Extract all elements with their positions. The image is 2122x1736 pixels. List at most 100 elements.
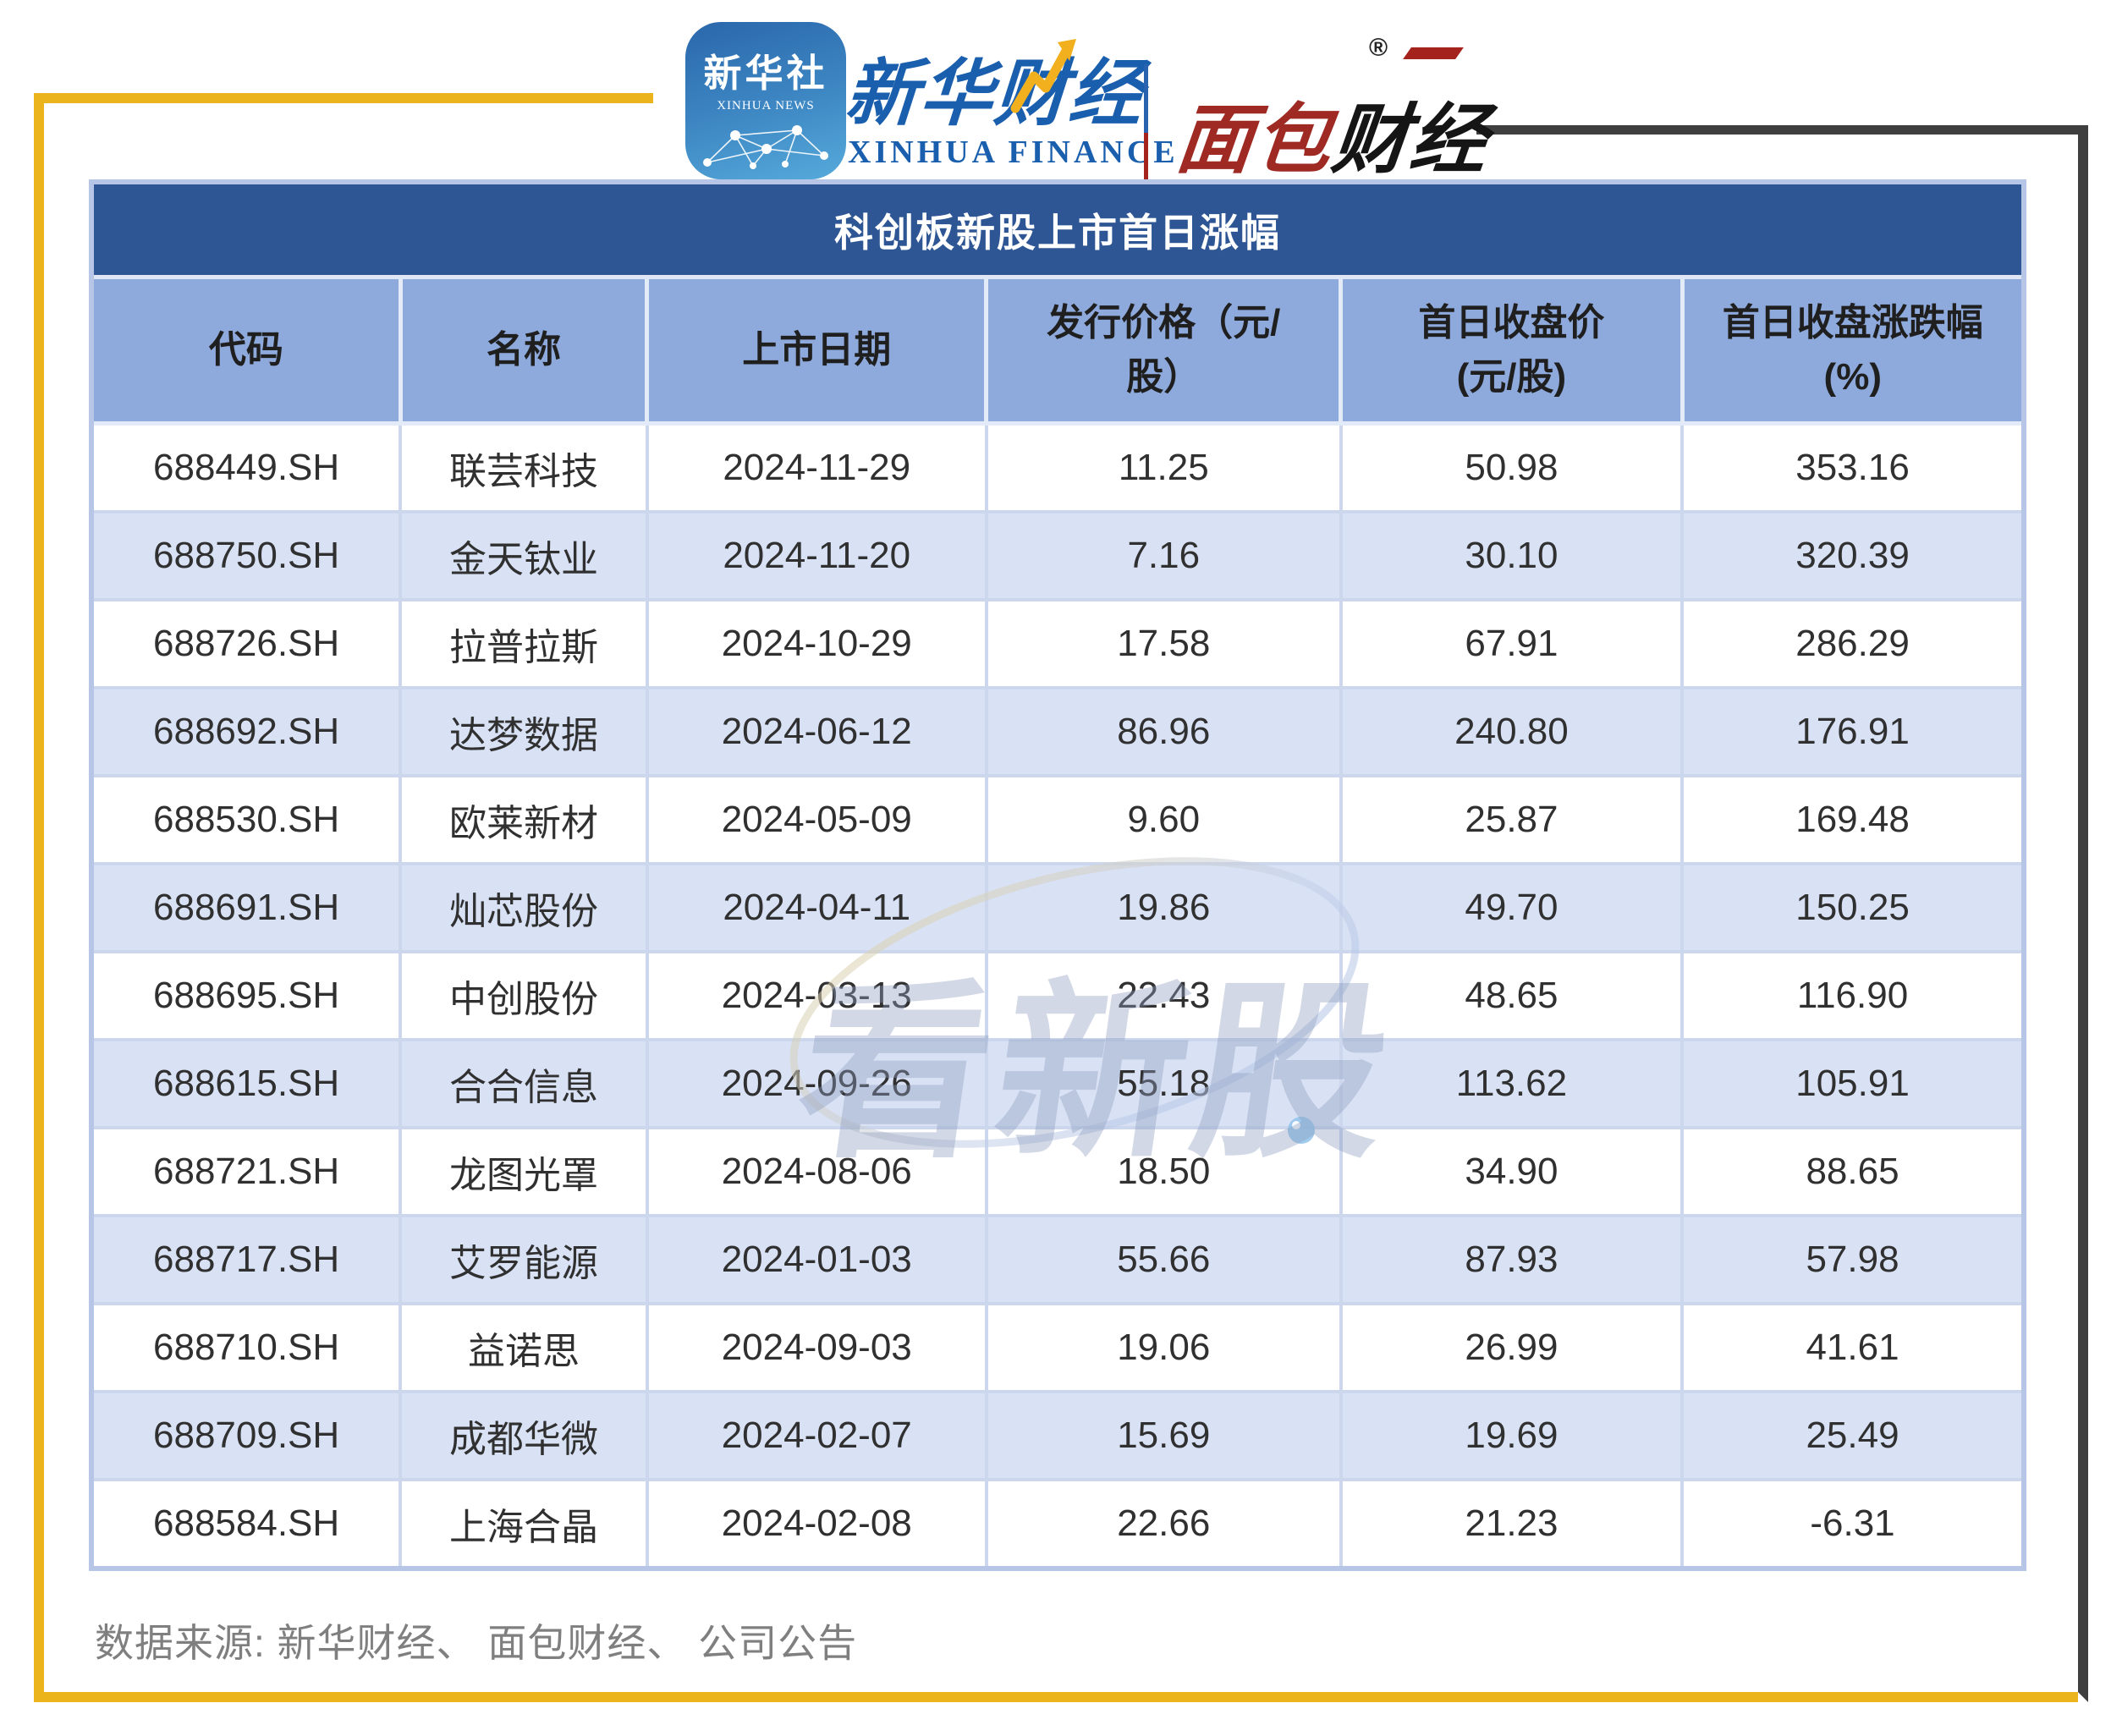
table-cell: 688726.SH bbox=[94, 598, 401, 688]
table-cell: 688695.SH bbox=[94, 950, 401, 1040]
col-header-line: 股） bbox=[1126, 356, 1201, 398]
col-header-list-date: 上市日期 bbox=[645, 279, 987, 426]
table-cell: 龙图光罩 bbox=[399, 1126, 647, 1216]
table-cell: 欧莱新材 bbox=[399, 774, 647, 864]
arrow-up-icon bbox=[1010, 39, 1076, 113]
table-cell: 688709.SH bbox=[94, 1390, 401, 1480]
table-cell: 联芸科技 bbox=[399, 423, 647, 512]
xinhua-icon-title: 新华社 bbox=[703, 52, 828, 95]
table-row: 688584.SH 上海合晶 2024-02-08 22.66 21.23 -6.31 bbox=[94, 1478, 2021, 1566]
table-header-row: 代码 名称 上市日期 发行价格（元/股） 首日收盘价 (元/股) 首日收盘涨跌幅 (… bbox=[94, 279, 2021, 426]
table-cell: 艾罗能源 bbox=[399, 1214, 647, 1304]
table-cell: 688717.SH bbox=[94, 1214, 401, 1304]
table-cell: 41.61 bbox=[1680, 1302, 2021, 1392]
table-cell: 2024-02-07 bbox=[645, 1390, 987, 1480]
table-cell: 2024-11-20 bbox=[645, 510, 987, 600]
table-cell: 15.69 bbox=[984, 1390, 1341, 1480]
table-cell: 2024-05-09 bbox=[645, 774, 987, 864]
stock-table: 科创板新股上市首日涨幅 代码 名称 上市日期 发行价格（元/股） 首日收盘价 (元… bbox=[89, 179, 2026, 1571]
table-cell: 150.25 bbox=[1680, 862, 2021, 952]
table-cell: 金天钛业 bbox=[399, 510, 647, 600]
table-cell: 2024-06-12 bbox=[645, 686, 987, 776]
table-cell: 48.65 bbox=[1339, 950, 1683, 1040]
table-cell: 688710.SH bbox=[94, 1302, 401, 1392]
table-cell: 86.96 bbox=[984, 686, 1341, 776]
table-cell: 益诺思 bbox=[399, 1302, 647, 1392]
table-cell: 116.90 bbox=[1680, 950, 2021, 1040]
col-header-name: 名称 bbox=[398, 279, 647, 426]
table-cell: 25.87 bbox=[1339, 774, 1683, 864]
data-source-note: 数据来源: 新华财经、 面包财经、 公司公告 bbox=[95, 1621, 858, 1665]
table-cell: 49.70 bbox=[1339, 862, 1683, 952]
table-cell: 169.48 bbox=[1680, 774, 2021, 864]
table-cell: 688691.SH bbox=[94, 862, 401, 952]
col-header-issue-price: 发行价格（元/股） bbox=[984, 279, 1341, 426]
table-cell: 688692.SH bbox=[94, 686, 401, 776]
table-row: 688692.SH 达梦数据 2024-06-12 86.96 240.80 176.91 bbox=[94, 686, 2021, 776]
table-cell: 688615.SH bbox=[94, 1038, 401, 1128]
stock-data-grid: 代码 名称 上市日期 发行价格（元/股） 首日收盘价 (元/股) 首日收盘涨跌幅 (… bbox=[94, 279, 2021, 1566]
table-cell: 19.69 bbox=[1339, 1390, 1683, 1480]
table-cell: 21.23 bbox=[1339, 1478, 1683, 1566]
table-cell: 19.86 bbox=[984, 862, 1341, 952]
frame-left-line bbox=[34, 93, 44, 1702]
table-cell: 26.99 bbox=[1339, 1302, 1683, 1392]
table-row: 688709.SH 成都华微 2024-02-07 15.69 19.69 25.49 bbox=[94, 1390, 2021, 1480]
bread-finance-logo: 面包财经 bbox=[1172, 78, 1495, 188]
bread-finance-red-part: 面包 bbox=[1172, 98, 1338, 183]
table-cell: 25.49 bbox=[1680, 1390, 2021, 1480]
table-cell: 688449.SH bbox=[153, 447, 340, 488]
table-row: 688691.SH 灿芯股份 2024-04-11 19.86 49.70 150.25 bbox=[94, 862, 2021, 952]
table-cell: 2024-11-29 bbox=[645, 423, 987, 512]
frame-top-left-line bbox=[34, 93, 653, 103]
table-row: 688750.SH 金天钛业 2024-11-20 7.16 30.10 320.39 bbox=[94, 510, 2021, 600]
col-header-line: (%) bbox=[1823, 356, 1882, 398]
table-row: 688449.SH 联芸科技 2024-11-29 11.25 50.98 353.16 bbox=[94, 423, 2021, 512]
col-header-line: 首日收盘涨跌幅 bbox=[1722, 302, 1983, 344]
table-cell: 上海合晶 bbox=[399, 1478, 647, 1566]
col-header-line: (元/股) bbox=[1456, 356, 1567, 398]
table-cell: 55.18 bbox=[984, 1038, 1341, 1128]
table-row: 688710.SH 益诺思 2024-09-03 19.06 26.99 41.61 bbox=[94, 1302, 2021, 1392]
table-cell: 2024-09-03 bbox=[645, 1302, 987, 1392]
table-row: 688615.SH 合合信息 2024-09-26 55.18 113.62 105.91 bbox=[94, 1038, 2021, 1128]
logo-divider bbox=[1144, 64, 1148, 196]
table-cell: 2024-04-11 bbox=[645, 862, 987, 952]
table-cell: 2024-08-06 bbox=[645, 1126, 987, 1216]
bread-finance-black-part: 财经 bbox=[1328, 98, 1493, 183]
table-cell: 达梦数据 bbox=[399, 686, 647, 776]
table-row: 688530.SH 欧莱新材 2024-05-09 9.60 25.87 169.48 bbox=[94, 774, 2021, 864]
table-cell: 2024-01-03 bbox=[645, 1214, 987, 1304]
col-header-line: 名称 bbox=[486, 329, 561, 371]
table-cell: 2024-10-29 bbox=[645, 598, 987, 688]
red-accent-wedge bbox=[1403, 47, 1464, 59]
registered-trademark-icon: ® bbox=[1369, 34, 1388, 62]
table-cell: 30.10 bbox=[1339, 510, 1683, 600]
xinhua-news-app-icon: 新华社 XINHUA NEWS bbox=[685, 22, 846, 179]
table-cell: 688530.SH bbox=[94, 774, 401, 864]
table-row: 688721.SH 龙图光罩 2024-08-06 18.50 34.90 88.65 bbox=[94, 1126, 2021, 1216]
table-cell: 拉普拉斯 bbox=[399, 598, 647, 688]
table-cell: 113.62 bbox=[1339, 1038, 1683, 1128]
col-header-line: 首日收盘价 bbox=[1418, 302, 1605, 344]
table-cell: 34.90 bbox=[1339, 1126, 1683, 1216]
xinhua-finance-en-label: XINHUA FINANCE bbox=[848, 135, 1179, 170]
table-cell: 11.25 bbox=[984, 423, 1341, 512]
table-cell: 中创股份 bbox=[399, 950, 647, 1040]
col-header-first-day-close: 首日收盘价 (元/股) bbox=[1339, 279, 1683, 426]
table-cell: 67.91 bbox=[1339, 598, 1683, 688]
table-cell: 2024-03-13 bbox=[645, 950, 987, 1040]
frame-right-line bbox=[2078, 125, 2088, 1702]
network-constellation-icon bbox=[703, 125, 828, 169]
table-cell: 688584.SH bbox=[94, 1478, 401, 1566]
table-row: 688717.SH 艾罗能源 2024-01-03 55.66 87.93 57.98 bbox=[94, 1214, 2021, 1304]
frame-bottom-line bbox=[34, 1692, 2078, 1702]
table-cell: 688750.SH bbox=[94, 510, 401, 600]
col-header-first-day-change: 首日收盘涨跌幅 (%) bbox=[1679, 279, 2021, 426]
col-header-line: 代码 bbox=[208, 329, 283, 371]
col-header-code: 代码 bbox=[94, 279, 401, 426]
table-cell: 240.80 bbox=[1339, 686, 1683, 776]
table-cell: 688721.SH bbox=[94, 1126, 401, 1216]
table-cell: 19.06 bbox=[984, 1302, 1341, 1392]
